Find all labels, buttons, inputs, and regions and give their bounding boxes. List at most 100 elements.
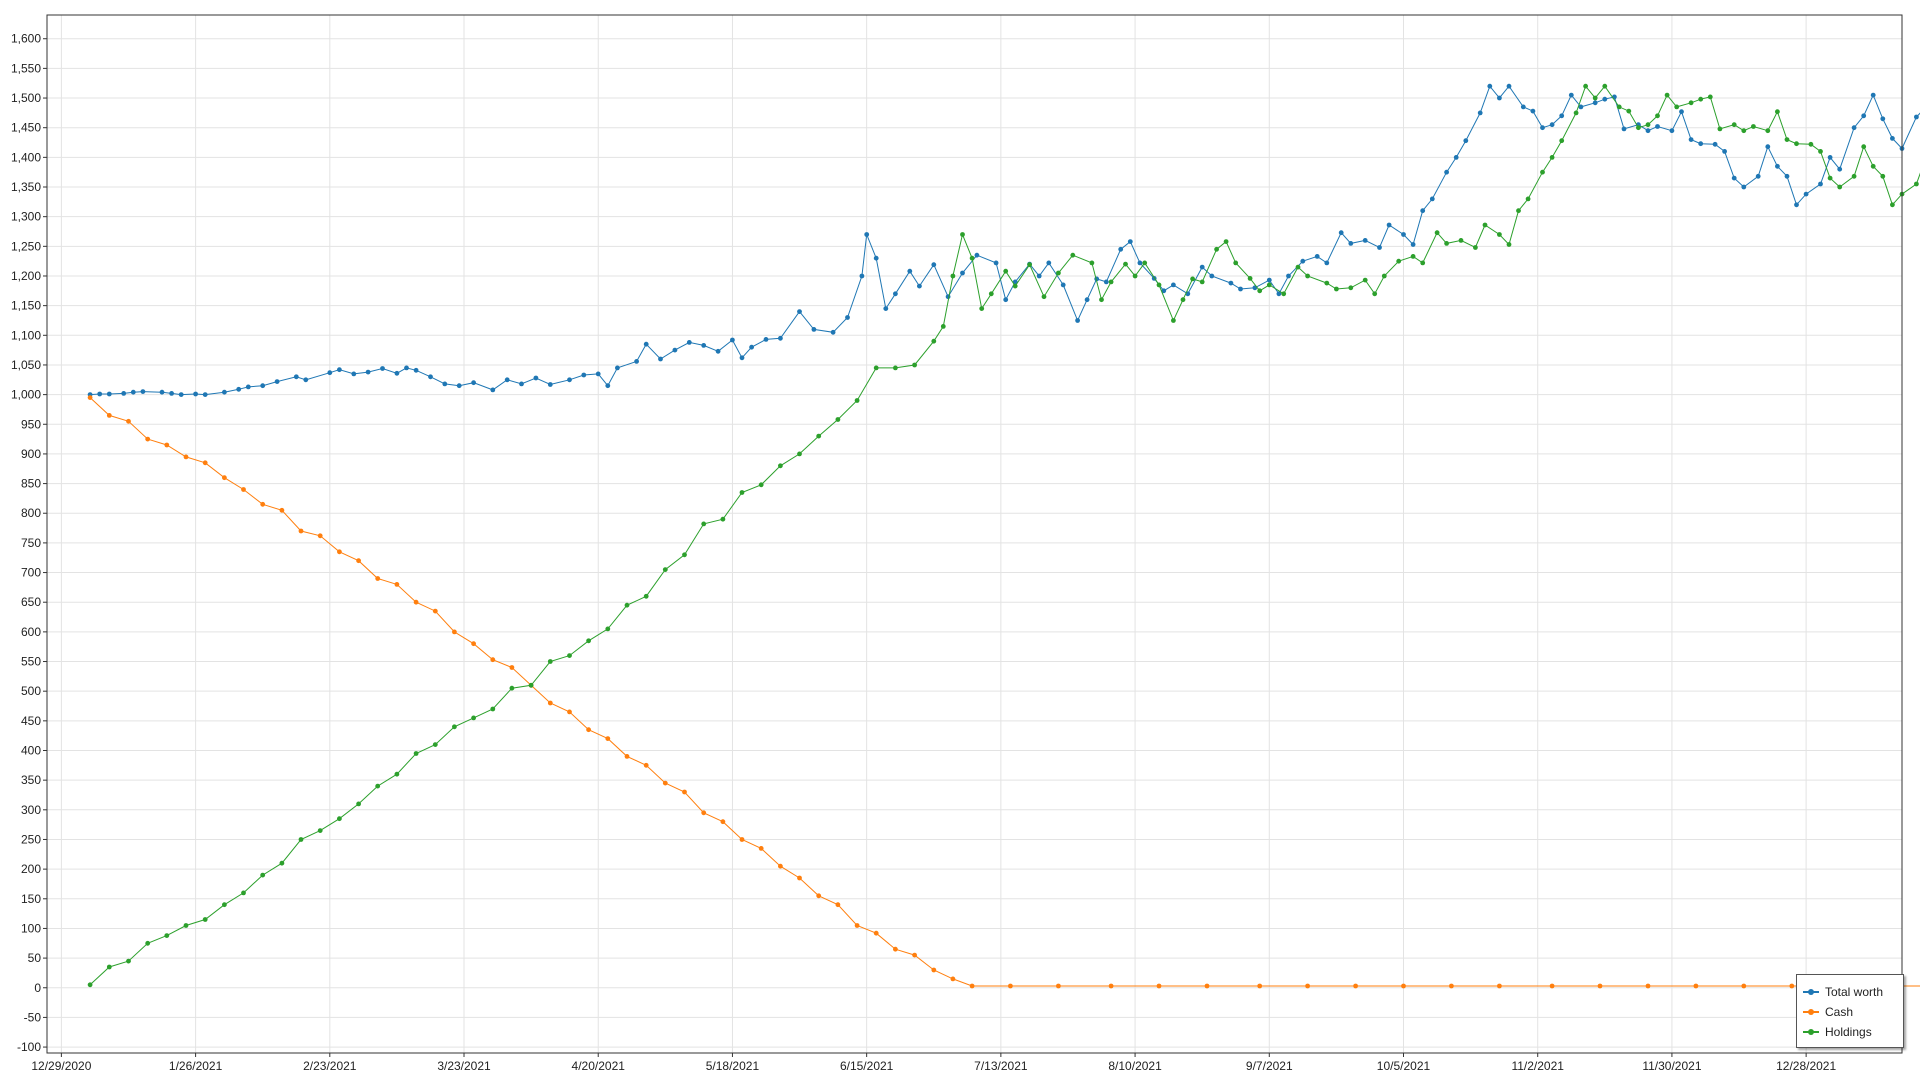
data-point-total-worth[interactable] (1784, 173, 1790, 179)
data-point-total-worth[interactable] (106, 391, 112, 397)
data-point-total-worth[interactable] (456, 383, 462, 389)
data-point-total-worth[interactable] (811, 327, 817, 332)
data-point-total-worth[interactable] (1003, 297, 1009, 303)
data-point-cash[interactable] (1008, 983, 1013, 989)
data-point-holdings[interactable] (1180, 297, 1186, 303)
data-point-total-worth[interactable] (1818, 181, 1823, 187)
data-point-holdings[interactable] (1199, 279, 1205, 285)
data-point-holdings[interactable] (960, 232, 965, 237)
data-point-cash[interactable] (1449, 983, 1454, 989)
data-point-holdings[interactable] (940, 324, 946, 329)
data-point-holdings[interactable] (1525, 196, 1531, 202)
data-point-total-worth[interactable] (672, 347, 678, 353)
data-point-holdings[interactable] (375, 783, 381, 789)
data-point-total-worth[interactable] (337, 367, 342, 373)
data-point-holdings[interactable] (337, 816, 342, 822)
data-point-holdings[interactable] (1549, 155, 1555, 160)
data-point-holdings[interactable] (1348, 285, 1354, 291)
data-point-total-worth[interactable] (236, 386, 242, 392)
data-point-cash[interactable] (222, 475, 227, 481)
data-point-total-worth[interactable] (394, 370, 400, 376)
data-point-total-worth[interactable] (1602, 96, 1608, 102)
data-point-cash[interactable] (1056, 983, 1061, 989)
data-point-cash[interactable] (873, 930, 879, 936)
data-point-total-worth[interactable] (778, 335, 783, 341)
data-point-holdings[interactable] (1688, 100, 1694, 106)
data-point-holdings[interactable] (1233, 260, 1239, 266)
data-point-cash[interactable] (337, 549, 342, 555)
data-point-total-worth[interactable] (715, 348, 721, 354)
data-point-total-worth[interactable] (178, 392, 184, 397)
data-point-holdings[interactable] (1717, 126, 1723, 132)
data-point-holdings[interactable] (778, 463, 783, 469)
data-point-total-worth[interactable] (1645, 128, 1651, 134)
data-point-holdings[interactable] (528, 682, 534, 688)
data-point-cash[interactable] (241, 487, 246, 492)
data-point-cash[interactable] (797, 875, 802, 881)
data-point-total-worth[interactable] (1314, 254, 1320, 259)
data-point-holdings[interactable] (1410, 254, 1416, 259)
data-point-holdings[interactable] (1266, 282, 1272, 288)
data-point-holdings[interactable] (1636, 125, 1641, 131)
data-point-total-worth[interactable] (1775, 163, 1780, 169)
data-point-total-worth[interactable] (1266, 277, 1272, 283)
data-point-holdings[interactable] (413, 751, 419, 756)
data-point-cash[interactable] (1497, 983, 1502, 989)
data-point-holdings[interactable] (893, 365, 898, 371)
data-point-cash[interactable] (1597, 983, 1603, 989)
data-point-cash[interactable] (1353, 983, 1358, 989)
data-point-holdings[interactable] (1707, 94, 1713, 100)
data-point-total-worth[interactable] (1075, 318, 1080, 323)
data-point-holdings[interactable] (298, 837, 304, 842)
data-point-holdings[interactable] (317, 828, 323, 833)
data-point-holdings[interactable] (1089, 260, 1095, 266)
data-point-total-worth[interactable] (519, 381, 524, 387)
data-point-cash[interactable] (1789, 983, 1795, 989)
data-point-total-worth[interactable] (845, 315, 850, 320)
legend-item-total-worth[interactable]: Total worth (1803, 983, 1883, 1001)
data-point-cash[interactable] (279, 507, 285, 513)
data-point-holdings[interactable] (1784, 137, 1790, 143)
data-point-total-worth[interactable] (567, 377, 572, 383)
data-point-holdings[interactable] (87, 982, 93, 988)
data-point-total-worth[interactable] (1914, 114, 1919, 120)
data-point-holdings[interactable] (490, 706, 496, 712)
data-point-total-worth[interactable] (1851, 125, 1857, 131)
data-point-cash[interactable] (317, 533, 323, 539)
data-point-cash[interactable] (394, 582, 400, 587)
data-point-total-worth[interactable] (1688, 137, 1694, 143)
data-point-cash[interactable] (452, 629, 457, 635)
data-point-total-worth[interactable] (1171, 282, 1176, 288)
data-point-total-worth[interactable] (121, 391, 127, 396)
data-point-holdings[interactable] (1247, 276, 1253, 281)
data-point-holdings[interactable] (1516, 208, 1521, 214)
data-point-cash[interactable] (432, 608, 438, 614)
data-point-holdings[interactable] (643, 593, 649, 599)
data-point-total-worth[interactable] (686, 340, 692, 345)
data-point-holdings[interactable] (1914, 181, 1919, 187)
data-point-total-worth[interactable] (140, 389, 146, 394)
data-point-cash[interactable] (1257, 983, 1263, 989)
data-point-cash[interactable] (950, 976, 956, 982)
data-point-total-worth[interactable] (883, 306, 889, 311)
data-point-total-worth[interactable] (130, 389, 136, 395)
data-point-cash[interactable] (1108, 983, 1114, 989)
data-point-holdings[interactable] (1559, 138, 1565, 144)
data-point-total-worth[interactable] (1794, 202, 1799, 208)
data-point-total-worth[interactable] (893, 291, 898, 297)
data-point-holdings[interactable] (758, 482, 764, 488)
data-point-holdings[interactable] (1099, 297, 1104, 303)
data-point-holdings[interactable] (1861, 144, 1867, 150)
data-point-total-worth[interactable] (1549, 122, 1555, 128)
data-point-cash[interactable] (356, 558, 361, 564)
data-point-holdings[interactable] (1506, 242, 1512, 247)
data-point-total-worth[interactable] (931, 262, 937, 268)
data-point-total-worth[interactable] (1506, 83, 1512, 89)
data-point-holdings[interactable] (1027, 262, 1032, 268)
data-point-holdings[interactable] (701, 521, 707, 527)
data-point-holdings[interactable] (452, 724, 457, 730)
data-point-cash[interactable] (931, 967, 937, 973)
data-point-holdings[interactable] (979, 306, 985, 311)
data-point-holdings[interactable] (1645, 122, 1651, 128)
data-point-total-worth[interactable] (1338, 230, 1344, 236)
